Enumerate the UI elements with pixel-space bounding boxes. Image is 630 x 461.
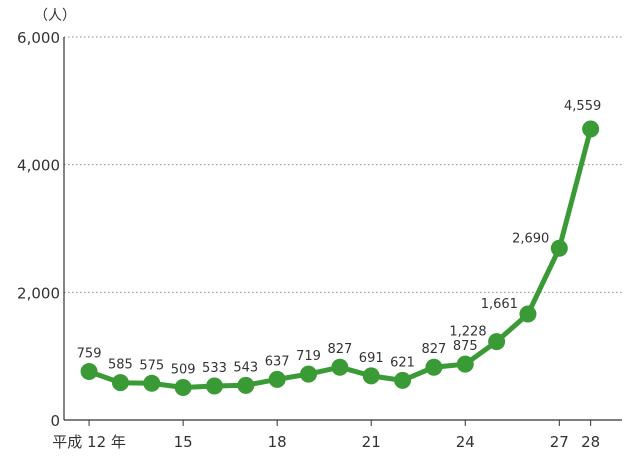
data-label-7: 719 bbox=[296, 349, 321, 364]
data-point-6 bbox=[268, 370, 286, 388]
data-label-3: 509 bbox=[171, 363, 196, 378]
data-point-1 bbox=[111, 374, 129, 392]
axes bbox=[63, 37, 622, 426]
data-label-15: 2,690 bbox=[512, 231, 549, 246]
data-point-16 bbox=[582, 120, 600, 138]
gridlines bbox=[64, 36, 622, 293]
data-point-10 bbox=[394, 371, 412, 389]
data-label-6: 637 bbox=[265, 354, 290, 369]
x-tick-label-0: 平成 12 年 bbox=[52, 433, 126, 451]
y-tick-label-1: 2,000 bbox=[17, 284, 60, 302]
data-point-15 bbox=[550, 239, 568, 257]
data-label-11: 827 bbox=[421, 342, 446, 357]
data-point-13 bbox=[488, 333, 506, 351]
data-point-12 bbox=[456, 355, 474, 373]
x-tick-labels: 平成 12 年 15 18 21 24 27 28 bbox=[52, 433, 600, 451]
data-point-8 bbox=[331, 358, 349, 376]
data-point-14 bbox=[519, 305, 537, 323]
data-point-0 bbox=[80, 363, 98, 381]
data-label-16: 4,559 bbox=[564, 99, 601, 114]
x-tick-label-1: 15 bbox=[174, 433, 193, 451]
x-tick-label-2: 18 bbox=[268, 433, 287, 451]
data-label-2: 575 bbox=[139, 358, 164, 373]
data-point-5 bbox=[237, 376, 255, 394]
data-point-4 bbox=[205, 377, 223, 395]
x-tick-label-4: 24 bbox=[456, 433, 475, 451]
data-point-7 bbox=[300, 365, 318, 383]
data-label-4: 533 bbox=[202, 361, 227, 376]
data-point-2 bbox=[143, 374, 161, 392]
data-label-12: 875 bbox=[453, 339, 478, 354]
data-label-10: 621 bbox=[390, 355, 415, 370]
data-label-5: 543 bbox=[233, 360, 258, 375]
data-label-9: 691 bbox=[359, 351, 384, 366]
data-point-11 bbox=[425, 358, 443, 376]
data-label-14: 1,661 bbox=[481, 297, 518, 312]
y-tick-labels: 0 2,000 4,000 6,000 bbox=[17, 29, 60, 430]
data-label-8: 827 bbox=[327, 342, 352, 357]
y-tick-label-0: 0 bbox=[50, 412, 60, 430]
x-tick-label-6: 28 bbox=[581, 433, 600, 451]
data-point-9 bbox=[362, 367, 380, 385]
x-tick-label-3: 21 bbox=[362, 433, 381, 451]
y-tick-label-3: 6,000 bbox=[17, 29, 60, 47]
data-point-3 bbox=[174, 379, 192, 397]
data-points bbox=[80, 120, 600, 397]
y-axis-unit-label: （人） bbox=[34, 8, 76, 24]
data-label-0: 759 bbox=[77, 347, 102, 362]
data-label-13: 1,228 bbox=[449, 325, 486, 340]
data-label-1: 585 bbox=[108, 358, 133, 373]
y-tick-label-2: 4,000 bbox=[17, 157, 60, 175]
x-tick-label-5: 27 bbox=[550, 433, 569, 451]
